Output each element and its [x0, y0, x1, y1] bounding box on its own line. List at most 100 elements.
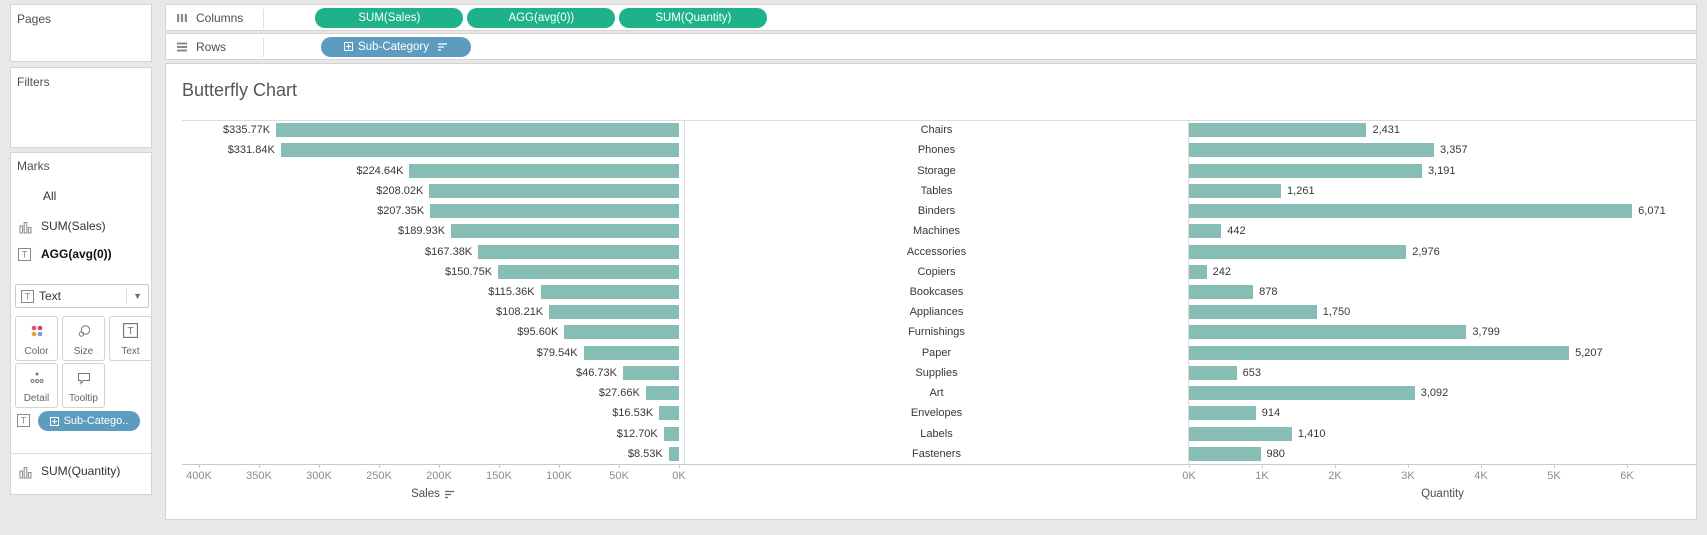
- rows-shelf[interactable]: Rows Sub-Category: [165, 33, 1697, 60]
- quantity-bar[interactable]: [1189, 163, 1422, 178]
- svg-text:T: T: [22, 250, 28, 260]
- sales-axis-title[interactable]: Sales: [182, 488, 684, 500]
- category-label[interactable]: Machines: [912, 225, 961, 238]
- chevron-down-icon[interactable]: ▼: [126, 288, 142, 304]
- category-label[interactable]: Chairs: [920, 124, 953, 137]
- measure-pill-agg-avg-0[interactable]: AGG(avg(0)): [467, 7, 616, 28]
- sales-bar[interactable]: [280, 143, 679, 158]
- category-label[interactable]: Storage: [917, 164, 956, 177]
- columns-shelf[interactable]: Columns SUM(Sales) AGG(avg(0)) SUM(Quantit…: [165, 4, 1697, 31]
- sales-bar[interactable]: [663, 426, 679, 441]
- sales-axis[interactable]: 400K 350K 300K 250K 200K 150K 100K 50K 0K: [182, 464, 686, 490]
- rows-label: Rows: [196, 39, 227, 54]
- sales-bar[interactable]: [451, 224, 679, 239]
- sales-value-label: $115.36K: [488, 285, 535, 298]
- encoding-pill-sub-category[interactable]: Sub-Catego..: [38, 411, 140, 431]
- sort-descending-icon[interactable]: [437, 42, 448, 52]
- quantity-axis[interactable]: 0K 1K 2K 3K 4K 5K 6K: [1182, 464, 1696, 490]
- sales-bar-row: $208.02K: [182, 181, 684, 201]
- category-label[interactable]: Bookcases: [909, 285, 964, 298]
- quantity-bar[interactable]: [1189, 406, 1256, 421]
- quantity-bar[interactable]: [1189, 365, 1237, 380]
- sort-descending-icon[interactable]: [444, 489, 455, 499]
- sales-bar[interactable]: [564, 325, 679, 340]
- sales-bar[interactable]: [498, 264, 679, 279]
- detail-button[interactable]: Detail: [15, 363, 58, 408]
- sales-bar[interactable]: [429, 183, 679, 198]
- category-row: Storage: [685, 160, 1188, 180]
- category-row: Machines: [685, 221, 1188, 241]
- category-label[interactable]: Supplies: [915, 366, 958, 379]
- category-label[interactable]: Art: [929, 387, 944, 400]
- plus-box-icon[interactable]: [344, 42, 354, 51]
- measure-pill-sum-quantity[interactable]: SUM(Quantity): [619, 7, 768, 28]
- quantity-bar[interactable]: [1189, 204, 1633, 219]
- category-row: Accessories: [685, 241, 1188, 261]
- category-label[interactable]: Tables: [920, 184, 953, 197]
- axis-tick-label: 3K: [1401, 470, 1415, 482]
- quantity-bar[interactable]: [1189, 325, 1467, 340]
- axis-tick-mark: [319, 464, 320, 468]
- sales-bar[interactable]: [622, 365, 679, 380]
- quantity-bar[interactable]: [1189, 386, 1415, 401]
- quantity-bar[interactable]: [1189, 426, 1292, 441]
- mark-type-dropdown[interactable]: T Text ▼: [15, 284, 149, 308]
- category-row: Chairs: [685, 120, 1188, 140]
- sales-bar[interactable]: [549, 305, 679, 320]
- text-button[interactable]: T Text: [109, 316, 152, 361]
- sales-bar[interactable]: [430, 204, 679, 219]
- quantity-bar[interactable]: [1189, 183, 1282, 198]
- quantity-bar[interactable]: [1189, 284, 1254, 299]
- quantity-bar[interactable]: [1189, 305, 1317, 320]
- category-label[interactable]: Copiers: [917, 265, 956, 278]
- category-label[interactable]: Phones: [917, 144, 956, 157]
- rows-pill-sub-category[interactable]: Sub-Category: [321, 36, 472, 57]
- sales-bar[interactable]: [276, 123, 679, 138]
- quantity-bar-row: 1,410: [1189, 424, 1696, 444]
- pages-shelf[interactable]: Pages: [10, 4, 152, 62]
- category-label[interactable]: Binders: [917, 205, 956, 218]
- category-label[interactable]: Accessories: [906, 245, 967, 258]
- sales-bar[interactable]: [645, 386, 679, 401]
- quantity-bar[interactable]: [1189, 123, 1367, 138]
- sales-bar[interactable]: [478, 244, 679, 259]
- quantity-bar-row: 653: [1189, 363, 1696, 383]
- quantity-value-label: 3,799: [1472, 326, 1500, 339]
- category-label[interactable]: Paper: [921, 346, 952, 359]
- quantity-bar[interactable]: [1189, 446, 1261, 461]
- axis-tick-label: 5K: [1547, 470, 1561, 482]
- quantity-value-label: 242: [1212, 265, 1232, 278]
- sales-bar[interactable]: [409, 163, 679, 178]
- tooltip-button[interactable]: Tooltip: [62, 363, 105, 408]
- bar-chart-icon: [19, 221, 32, 234]
- marks-item-quantity[interactable]: SUM(Quantity): [41, 464, 121, 478]
- sales-bar[interactable]: [583, 345, 679, 360]
- quantity-bar[interactable]: [1189, 345, 1570, 360]
- quantity-axis-title[interactable]: Quantity: [1189, 488, 1696, 500]
- quantity-bar[interactable]: [1189, 224, 1222, 239]
- category-label[interactable]: Appliances: [909, 306, 964, 319]
- columns-pills: SUM(Sales) AGG(avg(0)) SUM(Quantity): [315, 7, 771, 28]
- sales-bar[interactable]: [540, 284, 679, 299]
- category-label[interactable]: Fasteners: [912, 447, 961, 460]
- category-label[interactable]: Envelopes: [910, 407, 963, 420]
- quantity-bar[interactable]: [1189, 244, 1407, 259]
- color-button[interactable]: Color: [15, 316, 58, 361]
- plus-box-icon[interactable]: [49, 416, 59, 426]
- rows-icon: [176, 41, 188, 53]
- filters-shelf[interactable]: Filters: [10, 67, 152, 148]
- sales-bar[interactable]: [659, 406, 679, 421]
- axis-tick-label: 0K: [672, 470, 686, 482]
- marks-tab-all[interactable]: All: [43, 189, 57, 203]
- quantity-bar[interactable]: [1189, 264, 1207, 279]
- sales-value-label: $8.53K: [627, 447, 663, 460]
- size-button[interactable]: Size: [62, 316, 105, 361]
- marks-tab-sales[interactable]: SUM(Sales): [41, 219, 106, 233]
- measure-pill-sum-sales[interactable]: SUM(Sales): [315, 7, 464, 28]
- sales-bar-row: $150.75K: [182, 262, 684, 282]
- category-label[interactable]: Furnishings: [908, 326, 965, 339]
- marks-tab-agg[interactable]: AGG(avg(0)): [41, 247, 112, 261]
- sales-bar[interactable]: [668, 446, 679, 461]
- category-label[interactable]: Labels: [920, 427, 953, 440]
- quantity-bar[interactable]: [1189, 143, 1435, 158]
